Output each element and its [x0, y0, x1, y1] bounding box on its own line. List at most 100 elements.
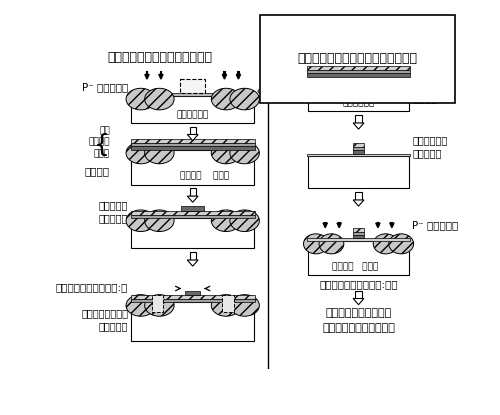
Bar — [160, 71, 162, 74]
Text: {: { — [94, 132, 110, 156]
Bar — [338, 222, 340, 223]
Bar — [308, 156, 409, 188]
Bar — [132, 217, 254, 249]
FancyArrow shape — [337, 223, 342, 228]
Ellipse shape — [126, 142, 156, 164]
Bar — [356, 291, 362, 298]
Ellipse shape — [212, 295, 241, 316]
Bar — [190, 252, 196, 260]
Ellipse shape — [319, 234, 344, 254]
Bar — [356, 115, 362, 123]
Text: P⁻ イオン注入: P⁻ イオン注入 — [412, 220, 459, 230]
Text: ドレイン   ソース: ドレイン ソース — [332, 263, 378, 271]
Bar — [308, 73, 410, 77]
FancyArrow shape — [188, 260, 198, 266]
Text: 金属
強誘電体
絶縁体: 金属 強誘電体 絶縁体 — [88, 126, 110, 159]
Bar — [308, 239, 410, 241]
Bar — [376, 222, 380, 223]
Bar — [237, 71, 240, 74]
Ellipse shape — [144, 88, 174, 110]
Bar — [308, 77, 409, 111]
Bar — [146, 71, 148, 74]
Bar — [152, 295, 163, 312]
Bar — [130, 299, 254, 303]
Bar — [181, 206, 204, 211]
Bar — [132, 96, 254, 123]
Bar — [223, 71, 226, 74]
Ellipse shape — [144, 142, 174, 164]
FancyArrow shape — [145, 74, 149, 79]
Ellipse shape — [230, 88, 260, 110]
Ellipse shape — [319, 70, 344, 90]
Bar — [353, 234, 364, 239]
Bar — [132, 93, 254, 96]
Bar — [353, 228, 364, 232]
Bar — [180, 79, 205, 93]
FancyArrow shape — [353, 123, 364, 129]
Text: デバイスサイズの縮小
半導体高集積回路へ応用: デバイスサイズの縮小 半導体高集積回路へ応用 — [322, 308, 395, 332]
FancyArrow shape — [188, 196, 198, 202]
Bar — [356, 192, 362, 200]
Ellipse shape — [126, 88, 156, 110]
Ellipse shape — [230, 295, 260, 316]
Bar — [130, 215, 254, 217]
Text: 自己整合ゲート方式（今回の発表）: 自己整合ゲート方式（今回の発表） — [298, 52, 418, 65]
Ellipse shape — [212, 88, 241, 110]
FancyArrow shape — [222, 74, 226, 79]
FancyArrow shape — [323, 223, 328, 228]
FancyArrow shape — [159, 74, 163, 79]
Bar — [190, 188, 196, 196]
Text: シリコン基板: シリコン基板 — [176, 110, 209, 119]
Bar — [390, 222, 394, 223]
Bar — [308, 241, 409, 276]
Ellipse shape — [144, 295, 174, 316]
Ellipse shape — [144, 210, 174, 232]
Bar — [308, 70, 410, 73]
Ellipse shape — [126, 210, 156, 232]
Ellipse shape — [212, 142, 241, 164]
Bar — [130, 295, 254, 299]
Ellipse shape — [374, 70, 398, 90]
Text: 非自己整合ゲート方式（従来）: 非自己整合ゲート方式（従来） — [107, 51, 212, 64]
Bar — [185, 291, 200, 295]
Text: ゲート金属
エッチング: ゲート金属 エッチング — [99, 200, 128, 223]
Bar — [324, 222, 326, 223]
Bar — [308, 66, 410, 70]
Ellipse shape — [374, 234, 398, 254]
Bar — [130, 146, 254, 150]
Text: 積層製膜: 積層製膜 — [412, 93, 437, 103]
Ellipse shape — [212, 210, 241, 232]
Text: }: } — [410, 61, 424, 81]
Text: 積層製膜: 積層製膜 — [85, 166, 110, 176]
Text: 強誘電体: 強誘電体 — [412, 70, 434, 79]
Ellipse shape — [389, 234, 413, 254]
Text: ドレイン    ソース: ドレイン ソース — [180, 172, 229, 181]
Ellipse shape — [304, 70, 328, 90]
FancyArrow shape — [353, 200, 364, 206]
Text: ゲートオーバーラップ:最小: ゲートオーバーラップ:最小 — [319, 279, 398, 289]
Text: SiO₂: SiO₂ — [256, 89, 276, 99]
Ellipse shape — [304, 234, 328, 254]
Bar — [132, 150, 254, 185]
Text: コンタクトホール
エッチング: コンタクトホール エッチング — [82, 308, 128, 331]
Bar — [132, 303, 254, 341]
Text: ゲート積層膜
エッチング: ゲート積層膜 エッチング — [412, 135, 448, 159]
Bar — [130, 139, 254, 143]
Ellipse shape — [126, 295, 156, 316]
Bar — [308, 154, 410, 156]
Bar — [353, 150, 364, 154]
Bar — [222, 295, 234, 312]
Text: シリコン基板: シリコン基板 — [342, 98, 374, 107]
Bar — [353, 143, 364, 147]
Ellipse shape — [230, 142, 260, 164]
FancyArrow shape — [188, 134, 198, 141]
FancyArrow shape — [236, 74, 240, 79]
Ellipse shape — [389, 70, 413, 90]
Bar — [353, 147, 364, 150]
FancyArrow shape — [376, 223, 380, 228]
Ellipse shape — [230, 210, 260, 232]
Text: P⁻ イオン注入: P⁻ イオン注入 — [82, 82, 128, 92]
Bar — [130, 143, 254, 146]
FancyArrow shape — [353, 298, 364, 305]
FancyArrow shape — [390, 223, 394, 228]
